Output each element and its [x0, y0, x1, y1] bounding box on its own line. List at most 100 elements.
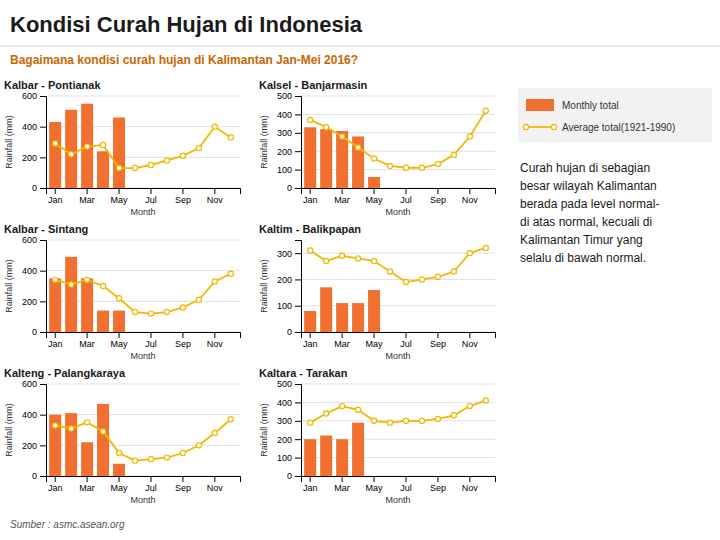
series-line: [53, 417, 234, 464]
panel: 0100200300JanMarMayJulSepNovKaltim - Bal…: [259, 223, 496, 361]
y-tick-label: 600: [22, 235, 37, 245]
x-tick-label: Nov: [462, 483, 479, 493]
x-tick: Jan: [48, 188, 63, 205]
panel: 0200400600JanMarMayJulSepNovKalbar - Sin…: [4, 223, 241, 361]
y-tick-label: 500: [277, 379, 292, 389]
y-tick: 300: [277, 128, 301, 138]
marker: [483, 245, 488, 250]
x-tick-mark: [310, 332, 311, 338]
bar: [336, 439, 348, 476]
bar: [432, 188, 444, 189]
y-tick-mark: [295, 458, 301, 459]
x-tick: May: [111, 332, 129, 349]
x-tick-label: Sep: [430, 483, 446, 493]
x-tick: Jul: [400, 476, 412, 493]
x-tick-mark: [214, 476, 215, 482]
x-tick: Jul: [145, 476, 157, 493]
bar: [209, 332, 221, 333]
y-tick-label: 500: [277, 91, 292, 101]
x-tick-mark: [150, 332, 151, 338]
x-tick: May: [366, 476, 384, 493]
x-axis-line: [47, 333, 241, 339]
marker: [53, 423, 58, 428]
x-axis-title: Month: [130, 351, 155, 361]
grid: [46, 384, 240, 476]
marker: [69, 426, 74, 431]
commentary-line: besar wilayah Kalimantan: [520, 179, 657, 193]
x-tick-mark: [405, 188, 406, 194]
panel-title: Kaltim - Balikpapan: [259, 223, 361, 235]
legend-box: [518, 88, 712, 142]
y-tick-mark: [40, 127, 46, 128]
bar: [193, 332, 205, 333]
separator: [0, 46, 720, 47]
panel-title: Kalbar - Pontianak: [4, 79, 101, 91]
x-tick-label: Mar: [334, 483, 350, 493]
bar: [113, 311, 125, 332]
y-tick-mark: [295, 332, 301, 333]
series-line: [53, 271, 234, 316]
y-tick-label: 200: [22, 297, 37, 307]
bar: [145, 188, 157, 189]
y-axis-title: Rainfall (mm): [4, 259, 14, 313]
marker: [340, 253, 345, 258]
y-tick-mark: [295, 421, 301, 422]
x-axis-title: Month: [385, 207, 410, 217]
x-tick-label: Nov: [207, 195, 224, 205]
x-tick-label: Jan: [303, 483, 318, 493]
x-axis: JanMarMayJulSepNov: [47, 476, 241, 493]
x-tick-mark: [150, 476, 151, 482]
y-tick: 400: [22, 266, 46, 276]
bar: [400, 332, 412, 333]
x-axis-title: Month: [385, 351, 410, 361]
grid: [301, 253, 495, 332]
marker: [371, 156, 376, 161]
y-tick: 300: [277, 249, 301, 259]
x-tick-label: Mar: [79, 339, 95, 349]
panel-title: Kalteng - Palangkaraya: [4, 367, 126, 379]
marker: [212, 279, 217, 284]
bar: [97, 311, 109, 332]
marker: [180, 305, 185, 310]
x-tick: Sep: [175, 188, 191, 205]
marker: [419, 277, 424, 282]
y-tick: 0: [287, 327, 301, 337]
y-tick-label: 600: [22, 91, 37, 101]
y-tick: 100: [277, 165, 301, 175]
y-tick: 0: [287, 471, 301, 481]
x-tick-label: May: [111, 195, 129, 205]
y-tick: 400: [277, 110, 301, 120]
bar: [448, 332, 460, 333]
x-axis-title: Month: [385, 495, 410, 505]
y-tick: 0: [287, 183, 301, 193]
bar: [81, 278, 93, 332]
x-axis: JanMarMayJulSepNov: [302, 188, 496, 205]
marker: [435, 161, 440, 166]
x-axis-title: Month: [130, 495, 155, 505]
y-tick: 200: [277, 275, 301, 285]
marker: [164, 309, 169, 314]
x-tick: Jan: [303, 476, 318, 493]
marker: [483, 108, 488, 113]
y-tick-mark: [295, 476, 301, 477]
marker: [483, 398, 488, 403]
x-tick: Sep: [430, 476, 446, 493]
marker: [387, 163, 392, 168]
x-tick-label: Mar: [334, 339, 350, 349]
x-tick-mark: [437, 476, 438, 482]
bar: [352, 303, 364, 332]
y-tick-mark: [295, 384, 301, 385]
bar: [320, 287, 332, 332]
marker: [324, 411, 329, 416]
bar: [384, 332, 396, 333]
x-tick: Mar: [79, 332, 95, 349]
x-tick-mark: [342, 332, 343, 338]
marker: [435, 416, 440, 421]
bar: [209, 476, 221, 477]
bar: [225, 476, 237, 477]
x-axis: JanMarMayJulSepNov: [47, 188, 241, 205]
y-tick: 100: [277, 301, 301, 311]
x-axis: JanMarMayJulSepNov: [47, 332, 241, 349]
bar: [145, 476, 157, 477]
y-tick-mark: [295, 170, 301, 171]
